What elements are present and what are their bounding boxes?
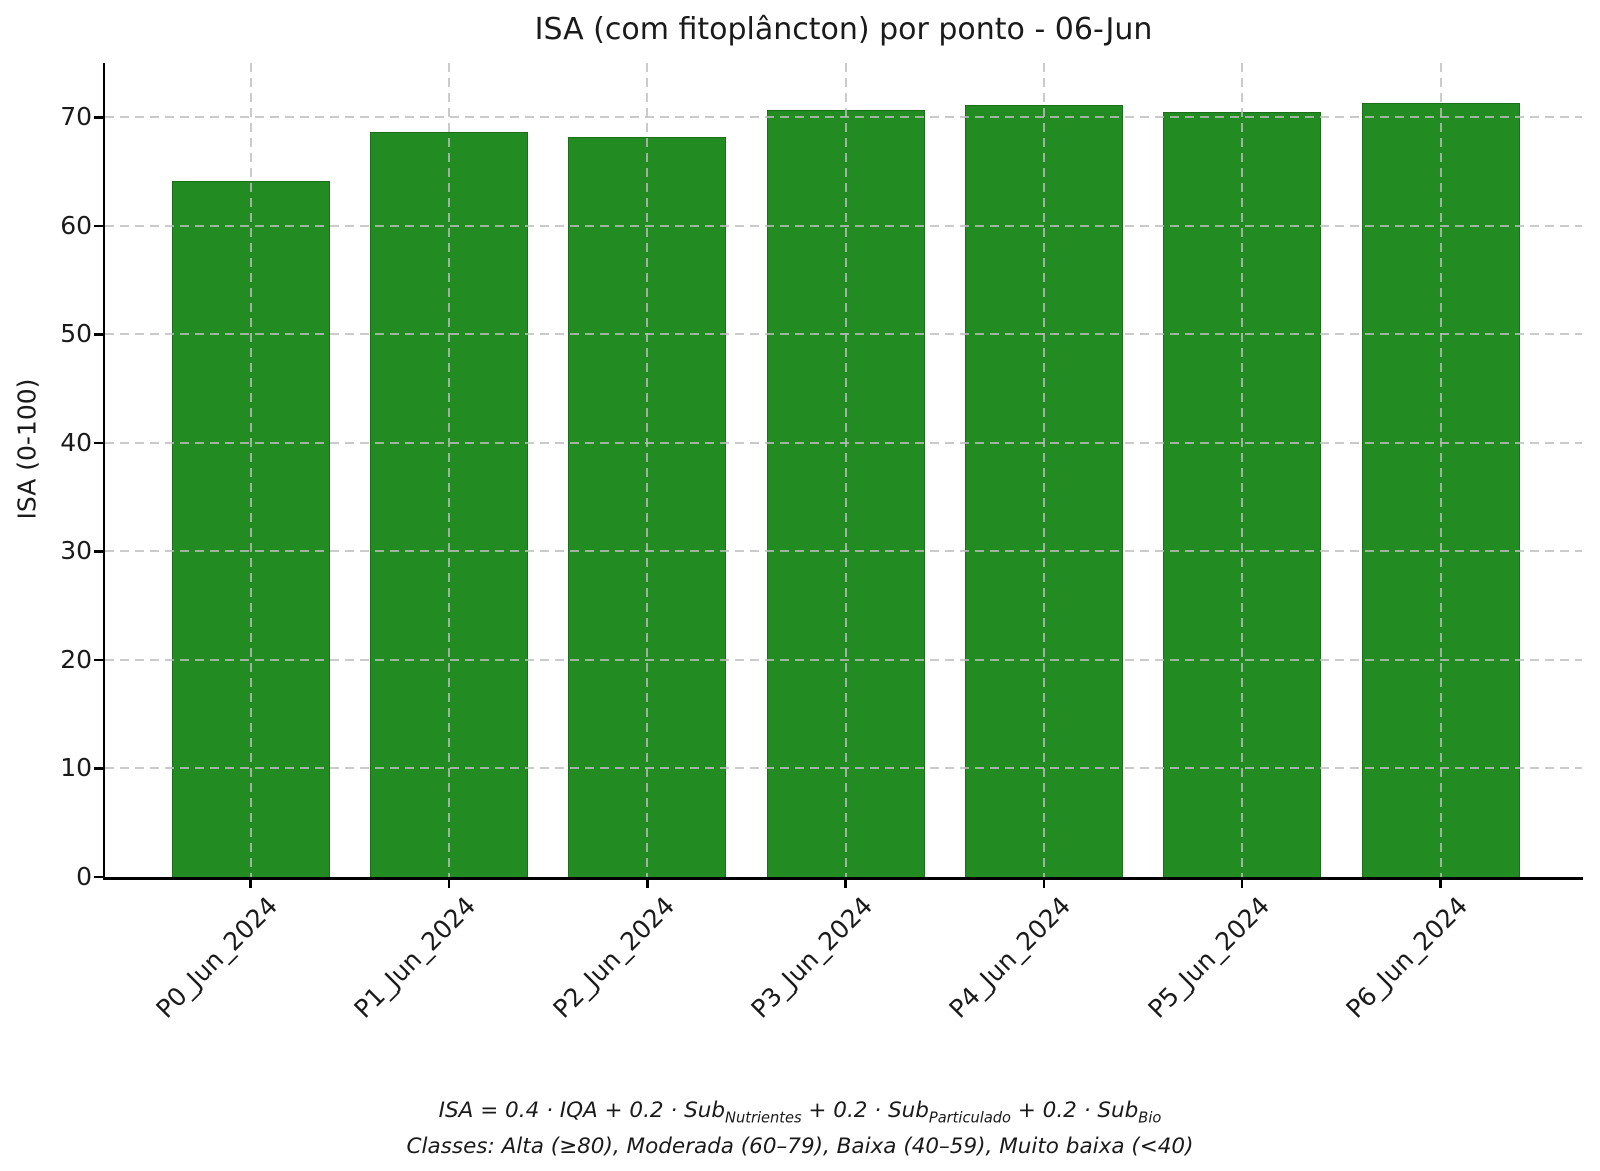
x-tick-label: P2_Jun_2024 — [547, 891, 680, 1024]
y-gridline — [105, 224, 1582, 227]
y-tick-label: 50 — [60, 319, 92, 349]
y-axis-spine — [102, 63, 105, 880]
y-gridline — [105, 658, 1582, 661]
x-gridline — [646, 63, 649, 877]
x-tick-label: P1_Jun_2024 — [348, 891, 482, 1024]
x-gridline — [1241, 63, 1244, 877]
y-tick — [93, 767, 103, 770]
x-tick-label: P6_Jun_2024 — [1340, 891, 1474, 1024]
y-gridline — [105, 550, 1582, 553]
y-tick — [93, 116, 103, 119]
x-tick-label: P0_Jun_2024 — [150, 891, 284, 1024]
x-tick — [844, 877, 847, 888]
x-gridline — [1439, 63, 1442, 877]
x-tick — [1240, 877, 1244, 888]
x-tick-label: P3_Jun_2024 — [745, 891, 879, 1024]
y-tick — [93, 333, 103, 336]
plot-area — [102, 63, 1583, 888]
footnote-classes: Classes: Alta (≥80), Moderada (60–79), B… — [406, 1134, 1194, 1160]
y-tick — [93, 550, 103, 553]
y-tick — [93, 441, 103, 445]
formula-subscript: Particulado — [928, 1109, 1011, 1127]
x-tick — [1042, 877, 1046, 888]
y-gridline — [105, 441, 1582, 444]
x-tick — [646, 877, 649, 888]
y-tick — [93, 224, 103, 228]
x-tick — [1439, 877, 1442, 888]
x-tick-label: P4_Jun_2024 — [943, 891, 1077, 1024]
formula-text: + 0.2 · Sub — [1010, 1098, 1139, 1123]
x-gridline — [249, 63, 252, 877]
x-tick-label: P5_Jun_2024 — [1142, 891, 1275, 1024]
x-tick — [447, 877, 451, 888]
footnote-formula: ISA = 0.4 · IQA + 0.2 · SubNutrientes + … — [0, 1096, 1600, 1132]
y-gridline — [105, 767, 1582, 770]
formula-subscript: Nutrientes — [725, 1109, 802, 1127]
x-tick — [249, 877, 252, 888]
footnote: ISA = 0.4 · IQA + 0.2 · SubNutrientes + … — [0, 1096, 1600, 1161]
formula-subscript: Bio — [1138, 1109, 1162, 1127]
y-tick — [93, 658, 103, 662]
y-tick-label: 10 — [60, 753, 92, 783]
x-gridline — [1042, 63, 1045, 877]
formula-text: ISA = 0.4 · IQA + 0.2 · Sub — [438, 1098, 726, 1123]
y-gridline — [105, 333, 1582, 336]
formula-text: + 0.2 · Sub — [801, 1098, 929, 1123]
y-tick-label: 70 — [60, 102, 92, 132]
y-gridline — [105, 116, 1582, 119]
y-tick-label: 60 — [60, 210, 92, 240]
y-tick-label: 30 — [60, 536, 92, 566]
chart-title: ISA (com fitoplâncton) por ponto - 06-Ju… — [534, 12, 1153, 47]
y-tick-label: 40 — [60, 427, 92, 457]
y-tick — [93, 875, 103, 879]
x-gridline — [844, 63, 847, 877]
y-tick-label: 0 — [76, 862, 92, 891]
y-tick-label: 20 — [60, 644, 92, 674]
x-gridline — [448, 63, 450, 877]
x-axis-spine — [102, 877, 1583, 880]
